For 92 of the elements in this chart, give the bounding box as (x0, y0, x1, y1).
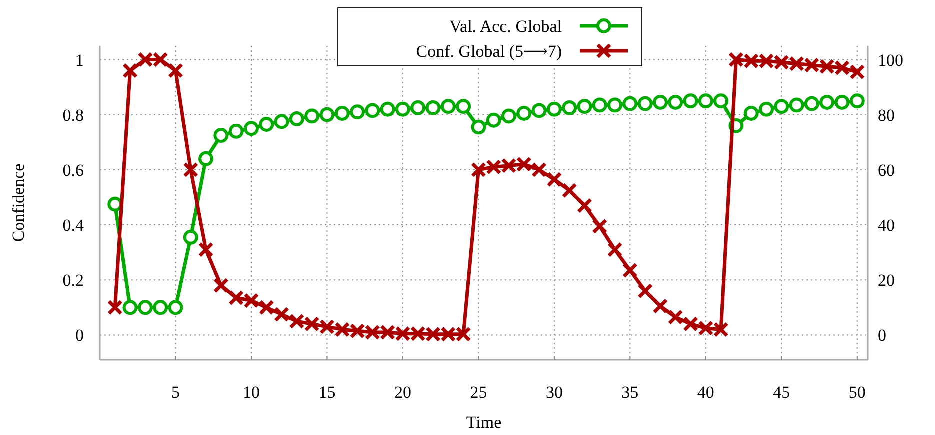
point (107, 300, 123, 316)
point (532, 162, 548, 178)
point (183, 230, 198, 245)
x-tick-label: 25 (470, 383, 488, 402)
point (607, 242, 623, 258)
point (683, 94, 698, 109)
point (456, 99, 472, 114)
point (274, 306, 290, 322)
point (198, 151, 214, 166)
x-tick-label: 15 (318, 383, 336, 402)
point (426, 100, 441, 116)
x-tick-label: 45 (773, 383, 790, 402)
point (744, 106, 759, 121)
point (304, 108, 320, 124)
point (183, 162, 199, 178)
x-axis-title: Time (466, 413, 502, 432)
point (244, 121, 259, 136)
point (395, 102, 410, 117)
point (258, 300, 274, 316)
x-tick-label: 40 (697, 383, 714, 402)
point (652, 94, 668, 110)
y2-tick-label: 80 (878, 106, 895, 125)
point (576, 198, 592, 214)
point (820, 94, 835, 110)
x-tick-label: 35 (622, 383, 639, 402)
x-tick-label: 20 (394, 383, 412, 402)
point (320, 107, 335, 122)
point (546, 102, 562, 117)
y2-tick-label: 0 (878, 326, 886, 346)
point (516, 106, 532, 121)
point (804, 96, 820, 112)
y2-tick-label: 20 (878, 271, 895, 290)
point (532, 103, 547, 118)
y-tick-label: 0 (76, 326, 84, 346)
point (138, 300, 153, 316)
point (168, 300, 184, 316)
point (380, 102, 396, 117)
y-tick-label: 0.6 (62, 160, 84, 180)
point (668, 310, 684, 326)
point (577, 99, 592, 114)
point (592, 98, 608, 113)
point (214, 128, 229, 144)
point (622, 96, 638, 112)
point (168, 63, 184, 79)
point (274, 114, 290, 130)
point (562, 182, 578, 198)
point (638, 283, 654, 299)
point (440, 99, 456, 114)
point (213, 278, 229, 294)
x-tick-label: 50 (848, 383, 866, 402)
point (486, 112, 502, 128)
x-tick-label: 30 (546, 383, 563, 402)
y-tick-label: 0.2 (62, 271, 84, 290)
point (850, 94, 865, 109)
point (834, 94, 850, 110)
point (122, 300, 138, 316)
point (608, 98, 623, 113)
point (789, 98, 804, 113)
point (334, 106, 350, 121)
point (668, 94, 684, 110)
point (501, 108, 516, 124)
y-tick-label: 0.4 (62, 216, 84, 236)
point (546, 172, 562, 188)
point (652, 298, 668, 314)
point (698, 94, 714, 109)
point (365, 103, 380, 118)
y-tick-label: 0.8 (62, 106, 84, 125)
point (471, 120, 486, 135)
y2-tick-label: 100 (878, 50, 904, 70)
legend-label: Val. Acc. Global (450, 17, 562, 36)
point (228, 124, 244, 139)
point (350, 104, 366, 120)
point (153, 300, 168, 316)
y-axis-title: Confidence (9, 164, 28, 242)
point (289, 111, 304, 126)
y-tick-label: 1 (76, 50, 84, 70)
point (759, 102, 774, 117)
legend-label: Conf. Global (5⟶7) (416, 42, 562, 61)
y2-tick-label: 40 (878, 216, 895, 236)
point (638, 96, 653, 112)
point (714, 94, 729, 109)
point (410, 100, 426, 116)
point (592, 218, 608, 234)
point (774, 99, 790, 114)
x-tick-label: 10 (242, 383, 260, 402)
y2-tick-label: 60 (878, 160, 895, 180)
point (562, 100, 578, 116)
x-tick-label: 5 (171, 383, 180, 402)
point (622, 262, 638, 278)
point (122, 63, 138, 79)
point (259, 117, 274, 132)
point (198, 242, 214, 258)
